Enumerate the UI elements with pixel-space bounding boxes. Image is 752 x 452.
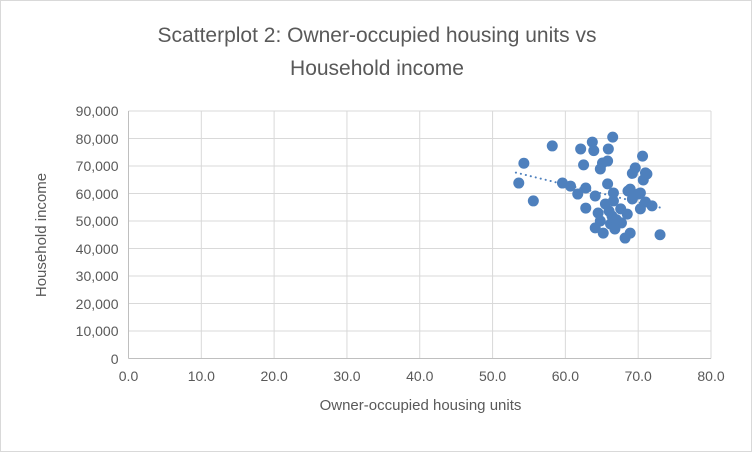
chart-title-line1: Scatterplot 2: Owner-occupied housing un… (157, 24, 597, 47)
data-point (602, 178, 614, 190)
trendline (514, 171, 664, 210)
data-point (578, 159, 590, 171)
x-tick-label: 0.0 (118, 367, 139, 384)
y-tick-label: 70,000 (75, 158, 119, 174)
chart-title-line2: Household income (290, 57, 464, 80)
x-tick-label: 40.0 (406, 367, 434, 384)
data-point (546, 140, 558, 152)
data-point (588, 145, 600, 157)
x-tick-label: 60.0 (551, 367, 579, 384)
data-point (603, 205, 615, 217)
data-point (607, 195, 619, 207)
data-point (619, 232, 631, 244)
y-tick-label: 10,000 (75, 323, 119, 339)
data-point (621, 208, 633, 220)
data-point (575, 143, 587, 155)
data-point (580, 182, 592, 194)
data-point (646, 200, 658, 212)
data-point (580, 202, 592, 214)
data-point (564, 180, 576, 192)
data-point (607, 131, 619, 143)
y-tick-label: 50,000 (75, 213, 119, 229)
data-point (589, 222, 601, 234)
data-point (610, 214, 622, 226)
y-axis-title: Household income (33, 172, 50, 298)
data-point (518, 157, 530, 169)
y-tick-label: 90,000 (75, 103, 119, 119)
x-tick-label: 70.0 (624, 367, 652, 384)
data-point (589, 190, 601, 202)
y-tick-label: 20,000 (75, 295, 119, 312)
data-point (572, 188, 584, 200)
x-tick-label: 80.0 (697, 367, 725, 384)
data-point (637, 174, 649, 186)
y-tick-label: 30,000 (75, 268, 119, 284)
data-point (607, 187, 619, 199)
data-point (637, 150, 649, 162)
x-tick-label: 10.0 (187, 367, 215, 384)
data-point (609, 223, 621, 235)
data-point (513, 177, 525, 189)
x-axis-title: Owner-occupied housing units (319, 397, 522, 414)
data-point (626, 193, 638, 205)
x-tick-label: 50.0 (478, 367, 507, 384)
y-tick-label: 40,000 (75, 240, 119, 257)
y-tick-label: 80,000 (75, 130, 119, 147)
data-point (586, 136, 598, 148)
data-point (634, 203, 646, 215)
chart-title: Scatterplot 2: Owner-occupied housing un… (1, 19, 751, 85)
data-point (654, 229, 666, 241)
y-tick-label: 60,000 (75, 185, 119, 202)
data-point (597, 227, 609, 239)
data-point (602, 143, 614, 155)
x-tick-label: 20.0 (260, 367, 288, 384)
data-point (527, 195, 539, 207)
x-tick-label: 30.0 (333, 367, 361, 384)
y-tick-label: 0 (110, 350, 119, 367)
data-point (594, 163, 606, 175)
data-point (626, 167, 638, 179)
